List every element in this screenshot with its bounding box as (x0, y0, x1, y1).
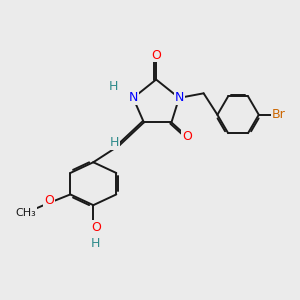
Text: O: O (151, 49, 161, 62)
Text: H: H (91, 237, 101, 250)
Text: H: H (110, 136, 119, 149)
Text: O: O (182, 130, 192, 143)
Text: O: O (92, 221, 101, 234)
Text: Br: Br (272, 108, 286, 121)
Text: H: H (109, 80, 118, 93)
Text: N: N (174, 92, 184, 104)
Text: CH₃: CH₃ (16, 208, 36, 218)
Text: O: O (44, 194, 54, 207)
Text: N: N (128, 92, 138, 104)
